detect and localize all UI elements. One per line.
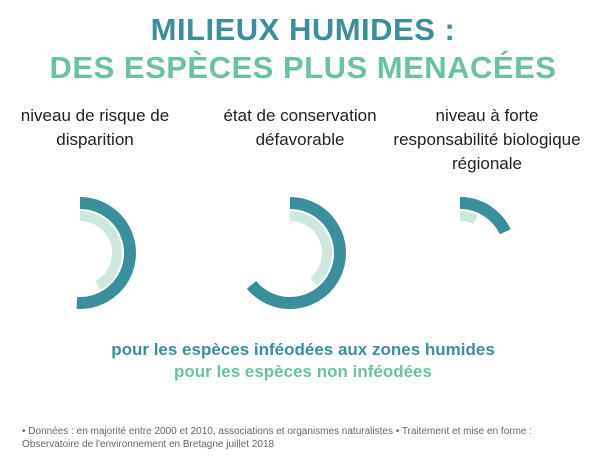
legend-entry: pour les espèces inféodées aux zones hum…: [111, 340, 495, 359]
gauge-arc: [459, 197, 511, 235]
gauge-arc: [459, 211, 478, 225]
category-label: niveau de risque de disparition: [20, 106, 170, 149]
category-label: niveau à forte responsabilité biologique…: [393, 106, 581, 173]
source-note: • Données : en majorité entre 2000 et 20…: [22, 426, 533, 450]
legend-entry: pour les espèces non inféodées: [174, 362, 432, 381]
title: MILIEUX HUMIDES :: [150, 12, 456, 47]
gauge-arc: [79, 211, 122, 290]
gauge-arc: [289, 211, 332, 286]
subtitle: DES ESPÈCES PLUS MENACÉES: [49, 50, 557, 85]
gauge-arc: [246, 197, 346, 309]
category-label: état de conservation défavorable: [223, 106, 377, 149]
gauge-arc: [76, 197, 136, 309]
